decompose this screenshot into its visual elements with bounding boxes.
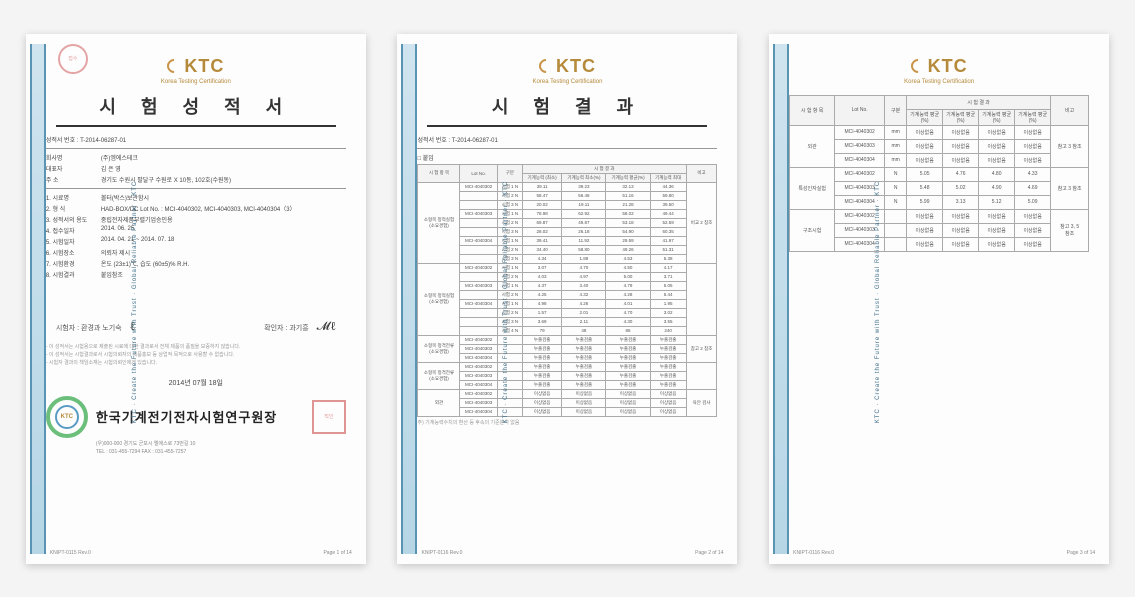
footer-left: KNIPT-0116 Rev.0 xyxy=(421,550,462,556)
org-addr-2: TEL : 031-455-7294 FAX : 031-455-7257 xyxy=(96,449,346,455)
info-value: 경기도 수원시 팔달구 수원로 X 10동, 102호(수원동) xyxy=(101,175,231,184)
results-table: 시 험 항 목Lot No.구분시 험 결 과비고기계능력 평균(%)기계능력 … xyxy=(789,95,1089,252)
logo-text: KTC xyxy=(928,56,968,77)
certificate-page-1: KTC · Create the Future with Trust · Glo… xyxy=(26,34,366,564)
info-value: 의뢰자 제시 xyxy=(101,248,130,257)
certificate-page-3: KTC · Create the Future with Trust · Glo… xyxy=(769,34,1109,564)
fine-print: - 이 성적서는 시험용으로 제출된 시료에 대한 결과로서 전체 제품의 품질… xyxy=(46,344,346,350)
signature-row: 시험자 : 환경과 노기숙 ℓ 확인자 : 과기흥 𝓜ℓ xyxy=(56,319,336,334)
ktc-logo: KTC xyxy=(911,56,968,77)
info-label: 2. 형 식 xyxy=(46,204,101,213)
side-strip-text: KTC · Create the Future with Trust · Glo… xyxy=(875,180,881,422)
info-value: HAD-BOX/DC Lot No. : MCI-4040302, MCI-40… xyxy=(101,204,296,213)
ref-number: 성적서 번호 : T-2014-06287-01 xyxy=(417,135,717,144)
logo-swoosh-icon xyxy=(536,56,556,76)
info-label: 4. 접수일자 xyxy=(46,226,101,235)
info-value: (주)엠에스테크 xyxy=(101,153,138,162)
section-label: □ 붙임 xyxy=(417,153,717,162)
info-value: 2014. 06. 25 xyxy=(101,226,134,235)
footer-left: KNIPT-0115 Rev.0 xyxy=(50,550,91,556)
ktc-logo: KTC xyxy=(539,56,596,77)
org-name: 한국기계전기전자시험연구원장 xyxy=(96,407,277,426)
logo-swoosh-icon xyxy=(164,56,184,76)
seal-inner-logo: KTC xyxy=(55,405,79,429)
doc-title: 시 험 결 과 xyxy=(417,93,717,119)
org-square-stamp-icon: 직인 xyxy=(312,400,346,434)
side-strip-text: KTC · Create the Future with Trust · Glo… xyxy=(132,180,138,422)
side-strip: KTC · Create the Future with Trust · Glo… xyxy=(773,44,789,554)
info-label: 대표자 xyxy=(46,164,101,173)
logo-text: KTC xyxy=(556,56,596,77)
info-label: 1. 시료명 xyxy=(46,193,101,202)
org-addr-1: (우)000-000 경기도 군포시 엘에스로 73번길 10 xyxy=(96,440,346,447)
logo-block: KTC Korea Testing Certification xyxy=(417,56,717,85)
fine-print: - 이 성적서는 시험결과로서 시험의뢰자의 제품홍보 등 상업적 목적으로 사… xyxy=(46,352,346,358)
title-underline xyxy=(56,125,336,127)
info-label: 3. 성적서의 용도 xyxy=(46,215,101,224)
info-value: 김 은 영 xyxy=(101,164,121,173)
logo-subtitle: Korea Testing Certification xyxy=(417,79,717,85)
org-seal-icon: KTC xyxy=(46,396,88,438)
logo-text: KTC xyxy=(184,56,224,77)
doc-title: 시 험 성 적 서 xyxy=(46,93,346,119)
footer-right: Page 1 of 14 xyxy=(323,550,351,556)
issue-date: 2014년 07월 18일 xyxy=(46,378,346,388)
info-label: 7. 시험환경 xyxy=(46,259,101,268)
logo-subtitle: Korea Testing Certification xyxy=(46,79,346,85)
info-value: 붙임참조 xyxy=(101,270,123,279)
footer-left: KNIPT-0116 Rev.0 xyxy=(793,550,834,556)
info-label: 8. 시험결과 xyxy=(46,270,101,279)
info-label: 주 소 xyxy=(46,175,101,184)
confirm-name: 과기흥 xyxy=(289,325,308,332)
ref-number: 성적서 번호 : T-2014-06287-01 xyxy=(46,135,346,144)
info-label: 5. 시험일자 xyxy=(46,237,101,246)
tester-label: 시험자 : xyxy=(56,325,79,332)
logo-block: KTC Korea Testing Certification xyxy=(789,56,1089,85)
footer-right: Page 2 of 14 xyxy=(695,550,723,556)
confirm-label: 확인자 : xyxy=(264,325,287,332)
logo-subtitle: Korea Testing Certification xyxy=(789,79,1089,85)
logo-block: KTC Korea Testing Certification xyxy=(46,56,346,85)
fine-print: - 시험자 결과의 책임소재는 시험의뢰인에게 있습니다. xyxy=(46,360,346,366)
info-label: 회사명 xyxy=(46,153,101,162)
tester-name: 환경과 노기숙 xyxy=(81,325,122,332)
table-footnote: 주) 기계능력수치의 환산 등 후속의 기준분석 없음 xyxy=(417,420,717,426)
logo-swoosh-icon xyxy=(908,56,928,76)
org-row: KTC 한국기계전기전자시험연구원장 직인 xyxy=(46,396,346,438)
confirm-signature-icon: 𝓜ℓ xyxy=(317,319,336,333)
footer-right: Page 3 of 14 xyxy=(1067,550,1095,556)
ktc-logo: KTC xyxy=(167,56,224,77)
side-strip: KTC · Create the Future with Trust · Glo… xyxy=(401,44,417,554)
info-value: 온도 (23±1)℃, 습도 (60±5)% R.H. xyxy=(101,259,189,268)
receipt-stamp-icon: 접수 xyxy=(58,44,88,74)
info-label: 6. 시험장소 xyxy=(46,248,101,257)
results-table: 시 험 항 목Lot No.구분시 험 결 과비고기계능력 (최소)기계능력 최… xyxy=(417,164,717,417)
side-strip: KTC · Create the Future with Trust · Glo… xyxy=(30,44,46,554)
side-strip-text: KTC · Create the Future with Trust · Glo… xyxy=(504,180,510,422)
certificate-page-2: KTC · Create the Future with Trust · Glo… xyxy=(397,34,737,564)
info-value: 볼터(박스)보관함시 xyxy=(101,193,149,202)
